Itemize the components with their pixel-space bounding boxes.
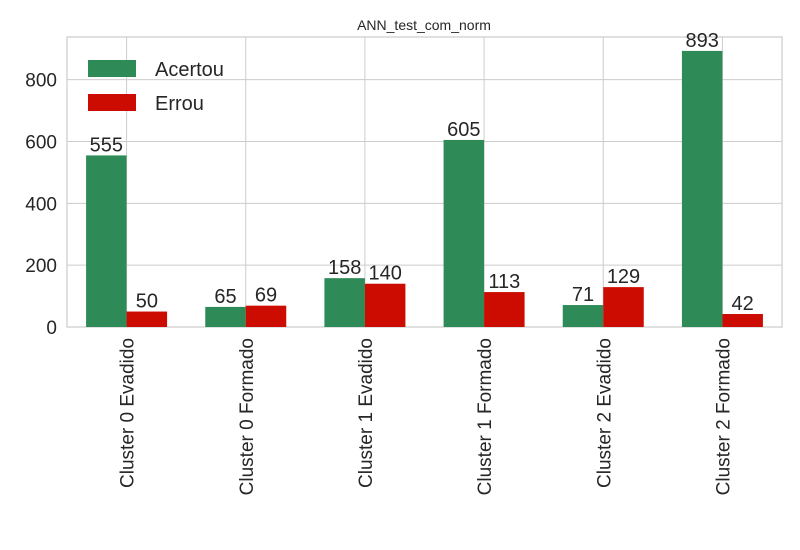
data-label: 50 bbox=[136, 291, 158, 313]
bar-acertou bbox=[681, 50, 723, 328]
bar-acertou bbox=[205, 306, 246, 327]
bar-errou bbox=[364, 283, 406, 327]
bar-errou bbox=[126, 311, 168, 327]
bar-errou bbox=[603, 287, 644, 327]
data-label: 69 bbox=[255, 285, 277, 307]
bar-acertou bbox=[443, 139, 485, 327]
bar-errou bbox=[722, 314, 763, 327]
data-label: 605 bbox=[447, 119, 480, 141]
legend: Acertou Errou bbox=[88, 59, 224, 115]
x-tick-label: Cluster 1 Evadido bbox=[356, 338, 377, 488]
x-tick-label: Cluster 2 Evadido bbox=[594, 338, 615, 488]
bar-acertou bbox=[86, 155, 127, 327]
bar-acertou bbox=[562, 305, 604, 327]
data-label: 158 bbox=[328, 257, 361, 279]
data-labels: 555 50 65 69 158 140 605 113 71 129 893 42 bbox=[90, 30, 754, 315]
legend-label-errou: Errou bbox=[155, 93, 204, 115]
x-tick-label: Cluster 2 Formado bbox=[713, 338, 734, 495]
data-label: 113 bbox=[488, 271, 520, 293]
data-label: 71 bbox=[572, 284, 594, 306]
y-tick-label: 200 bbox=[25, 256, 57, 277]
legend-swatch-acertou bbox=[88, 60, 136, 77]
bar-errou bbox=[245, 305, 287, 327]
legend-swatch-errou bbox=[88, 94, 136, 111]
legend-label-acertou: Acertou bbox=[155, 59, 224, 81]
data-label: 42 bbox=[732, 293, 754, 315]
data-label: 555 bbox=[90, 134, 123, 156]
data-label: 893 bbox=[685, 30, 718, 52]
y-tick-label: 400 bbox=[25, 194, 57, 215]
x-tick-label: Cluster 0 Evadido bbox=[118, 338, 139, 488]
chart-title: ANN_test_com_norm bbox=[357, 17, 491, 33]
y-tick-label: 800 bbox=[25, 71, 57, 92]
y-axis: 0 200 400 600 800 bbox=[25, 71, 57, 339]
bars bbox=[86, 50, 763, 328]
x-axis: Cluster 0 Evadido Cluster 0 Formado Cluste… bbox=[118, 338, 735, 495]
plot-area bbox=[66, 36, 783, 328]
bar-errou bbox=[484, 292, 525, 327]
bar-acertou bbox=[324, 278, 365, 327]
y-tick-label: 0 bbox=[46, 318, 57, 339]
y-tick-label: 600 bbox=[25, 132, 57, 153]
x-tick-label: Cluster 1 Formado bbox=[475, 338, 496, 495]
data-label: 140 bbox=[368, 263, 401, 285]
data-label: 65 bbox=[214, 286, 236, 308]
data-label: 129 bbox=[607, 266, 640, 288]
x-tick-label: Cluster 0 Formado bbox=[237, 338, 258, 495]
